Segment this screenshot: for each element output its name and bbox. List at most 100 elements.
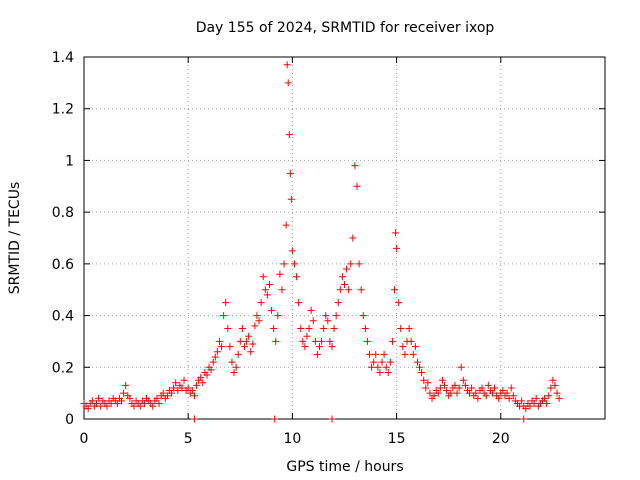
data-point xyxy=(311,337,319,345)
data-point xyxy=(332,312,340,320)
data-point xyxy=(543,399,551,407)
data-point xyxy=(170,384,178,392)
data-point xyxy=(472,389,480,397)
data-point xyxy=(149,402,157,410)
data-point xyxy=(118,397,126,405)
data-point xyxy=(224,325,232,332)
data-point xyxy=(495,394,503,402)
data-point xyxy=(318,337,326,345)
data-point xyxy=(313,350,321,358)
data-point xyxy=(374,363,382,371)
data-point xyxy=(382,363,390,371)
data-point xyxy=(153,394,161,402)
data-point xyxy=(193,381,201,389)
data-point xyxy=(236,337,244,345)
y-tick-label: 0.8 xyxy=(52,205,74,221)
data-point xyxy=(299,337,307,345)
data-point xyxy=(443,387,451,395)
data-point xyxy=(388,337,396,345)
data-points xyxy=(80,61,563,423)
data-point xyxy=(155,399,163,407)
data-point xyxy=(220,312,228,320)
data-point xyxy=(505,394,513,402)
data-point xyxy=(93,399,101,407)
y-axis-label: SRMTID / TECUs xyxy=(7,182,23,295)
data-point xyxy=(265,281,273,289)
data-point xyxy=(468,384,476,392)
data-point xyxy=(547,384,555,392)
data-point xyxy=(197,374,205,382)
data-point xyxy=(545,392,553,400)
data-point xyxy=(355,260,363,268)
data-point xyxy=(553,389,561,397)
data-point xyxy=(259,273,267,281)
data-point xyxy=(288,247,296,255)
data-point xyxy=(213,348,221,356)
data-point xyxy=(351,162,359,170)
ticks: 0 0.2 0.4 0.6 0.8 1 1.2 1.4 0 5 10 15 20 xyxy=(52,50,605,447)
plot-frame xyxy=(83,56,606,420)
data-point xyxy=(530,399,538,407)
data-point xyxy=(416,363,424,371)
data-point xyxy=(315,343,323,351)
data-point xyxy=(285,131,293,139)
data-point xyxy=(551,381,559,389)
data-point xyxy=(97,402,105,410)
chart-title: Day 155 of 2024, SRMTID for receiver ixo… xyxy=(196,20,495,36)
y-tick-label: 0.2 xyxy=(52,360,74,376)
data-point xyxy=(130,402,138,410)
data-point xyxy=(418,368,426,376)
data-point xyxy=(353,182,361,190)
data-point xyxy=(413,358,421,366)
x-tick-label: 0 xyxy=(80,431,89,447)
data-point xyxy=(253,312,261,320)
data-point xyxy=(270,325,278,332)
data-point xyxy=(159,389,167,397)
data-point xyxy=(338,273,346,281)
data-point xyxy=(222,299,230,307)
data-point xyxy=(453,389,461,397)
data-point xyxy=(503,389,511,397)
data-point xyxy=(328,415,336,423)
data-point xyxy=(482,392,490,400)
y-tick-label: 1 xyxy=(65,153,74,169)
data-point xyxy=(484,381,492,389)
data-point xyxy=(336,286,344,294)
data-point xyxy=(478,384,486,392)
data-point xyxy=(274,312,282,320)
data-point xyxy=(287,195,295,203)
data-point xyxy=(451,381,459,389)
data-point xyxy=(549,376,557,384)
data-point xyxy=(228,358,236,366)
data-point xyxy=(286,169,294,177)
data-point xyxy=(180,376,188,384)
data-point xyxy=(240,343,248,351)
data-point xyxy=(297,325,305,332)
data-point xyxy=(215,337,223,345)
data-point xyxy=(491,384,499,392)
data-point xyxy=(278,286,286,294)
data-point xyxy=(84,405,92,413)
data-point xyxy=(555,394,563,402)
x-tick-label: 10 xyxy=(283,431,301,447)
data-point xyxy=(140,399,148,407)
data-point xyxy=(282,221,290,229)
data-point xyxy=(411,343,419,351)
y-tick-label: 1.2 xyxy=(52,102,74,118)
data-point xyxy=(268,306,276,314)
data-point xyxy=(293,273,301,281)
data-point xyxy=(343,265,351,273)
data-point xyxy=(407,337,415,345)
data-point xyxy=(232,363,240,371)
data-point xyxy=(399,343,407,351)
data-point xyxy=(386,358,394,366)
x-tick-label: 5 xyxy=(184,431,193,447)
data-point xyxy=(107,399,115,407)
data-point xyxy=(276,270,284,278)
data-point xyxy=(357,286,365,294)
grid xyxy=(84,57,605,419)
data-point xyxy=(441,381,449,389)
data-point xyxy=(455,384,463,392)
